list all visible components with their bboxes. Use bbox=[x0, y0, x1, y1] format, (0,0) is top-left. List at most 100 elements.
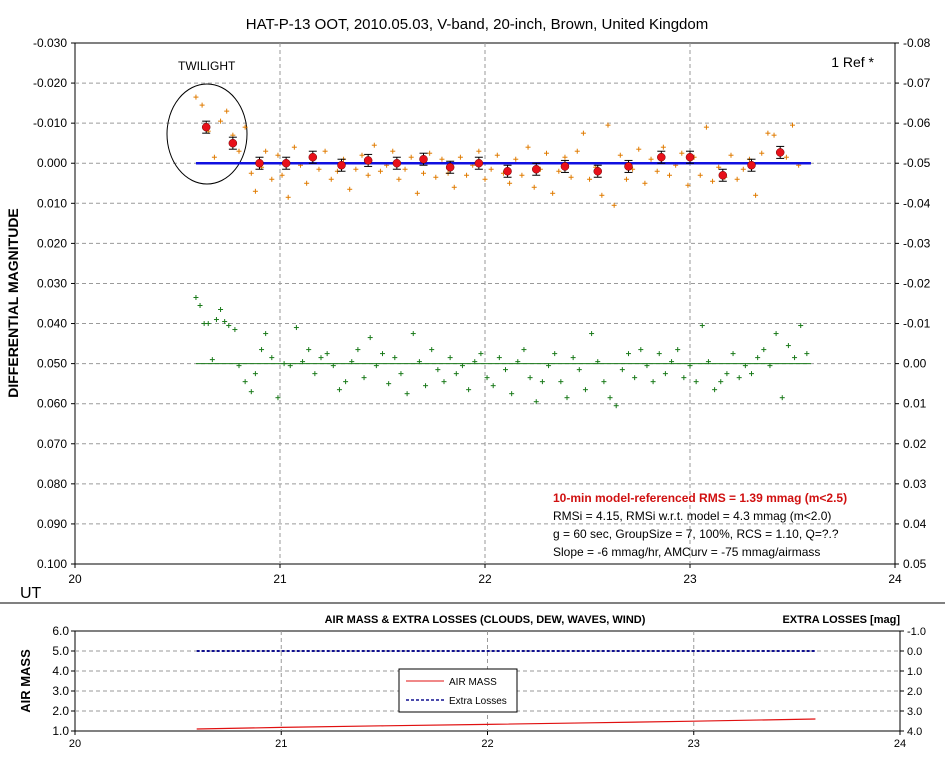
group-average-point bbox=[593, 164, 602, 178]
target-point bbox=[531, 184, 537, 190]
check-star-point bbox=[330, 363, 336, 369]
target-point bbox=[710, 178, 716, 184]
check-star-point bbox=[509, 391, 515, 397]
top-y2-tick-label: 0.00 bbox=[903, 357, 927, 371]
check-star-point bbox=[484, 375, 490, 381]
check-star-point bbox=[705, 359, 711, 365]
legend-box bbox=[398, 668, 518, 713]
group-average-point bbox=[775, 145, 785, 159]
bottom-y2-tick-label: 4.0 bbox=[907, 726, 922, 738]
target-point bbox=[519, 172, 525, 178]
check-star-point bbox=[205, 321, 211, 327]
check-star-point bbox=[232, 327, 238, 333]
top-y2-tick-label: 0.05 bbox=[903, 557, 927, 571]
top-y-tick-labels: -0.030 -0.020 -0.010 0.000 0.010 0.020 0.030 0.… bbox=[33, 36, 67, 571]
bottom-y2-tick-label: 2.0 bbox=[907, 686, 922, 698]
check-star-point bbox=[570, 355, 576, 361]
bottom-y2-tick-label: 0.0 bbox=[907, 646, 922, 658]
check-star-point bbox=[410, 331, 416, 337]
check-star-point bbox=[209, 357, 215, 363]
target-point bbox=[304, 180, 310, 186]
target-point bbox=[488, 166, 494, 172]
airmass-axis-label: AIR MASS bbox=[18, 649, 33, 713]
target-point bbox=[765, 130, 771, 136]
top-y2-tick-label: 0.04 bbox=[903, 517, 927, 531]
target-point bbox=[685, 182, 691, 188]
check-star-point bbox=[447, 355, 453, 361]
bottom-y2-tick-label: -1.0 bbox=[907, 626, 926, 638]
target-point bbox=[390, 148, 396, 154]
target-point bbox=[611, 202, 617, 208]
top-y2-tick-label: -0.06 bbox=[903, 116, 931, 130]
top-y2-tick-label: -0.05 bbox=[903, 156, 931, 170]
bottom-x-tick-label: 21 bbox=[275, 738, 287, 750]
check-star-point bbox=[459, 363, 465, 369]
group-average-point bbox=[624, 159, 633, 173]
check-star-point bbox=[318, 355, 324, 361]
check-star-point bbox=[193, 294, 199, 300]
group-average-point bbox=[532, 162, 541, 176]
target-point bbox=[753, 192, 759, 198]
target-point bbox=[414, 190, 420, 196]
check-star-point bbox=[681, 375, 687, 381]
target-point bbox=[199, 102, 205, 108]
target-point bbox=[439, 156, 445, 162]
check-star-point bbox=[582, 387, 588, 393]
top-x-tick-label: 23 bbox=[683, 572, 697, 586]
target-point bbox=[562, 154, 568, 160]
check-star-point bbox=[644, 363, 650, 369]
top-y2-tick-label: 0.02 bbox=[903, 437, 927, 451]
target-point bbox=[433, 174, 439, 180]
group-average-point bbox=[747, 158, 756, 172]
group-average-point bbox=[337, 158, 346, 172]
check-star-point bbox=[533, 399, 539, 405]
group-average-point bbox=[392, 156, 402, 170]
check-star-point bbox=[404, 391, 410, 397]
check-star-point bbox=[490, 383, 496, 389]
target-point bbox=[248, 170, 254, 176]
bottom-y-tick-label: 1.0 bbox=[52, 724, 69, 738]
target-point bbox=[660, 144, 666, 150]
target-point bbox=[605, 122, 611, 128]
check-star-point bbox=[718, 379, 724, 385]
group-average-point bbox=[228, 136, 238, 150]
target-point bbox=[252, 188, 258, 194]
check-star-point bbox=[281, 361, 287, 367]
top-y-tick-label: -0.010 bbox=[33, 116, 67, 130]
group-average-point bbox=[308, 150, 318, 164]
check-star-point bbox=[441, 379, 447, 385]
check-star-point bbox=[429, 347, 435, 353]
target-point bbox=[734, 176, 740, 182]
y-axis-label: DIFFERENTIAL MAGNITUDE bbox=[5, 208, 21, 398]
check-star-point bbox=[367, 335, 373, 341]
target-point bbox=[771, 132, 777, 138]
target-point bbox=[507, 180, 513, 186]
bottom-series bbox=[196, 650, 816, 730]
target-point bbox=[654, 168, 660, 174]
check-star-point bbox=[213, 317, 219, 323]
target-point bbox=[421, 170, 426, 176]
target-point bbox=[667, 172, 672, 178]
top-y2-tick-label: -0.02 bbox=[903, 276, 931, 290]
group-average-point bbox=[281, 156, 291, 170]
top-y-tick-label: -0.020 bbox=[33, 76, 67, 90]
check-star-point bbox=[779, 395, 785, 401]
check-star-point bbox=[773, 331, 779, 337]
target-point bbox=[236, 148, 242, 154]
group-average-point bbox=[657, 150, 666, 164]
check-star-point bbox=[687, 363, 693, 369]
target-point bbox=[783, 154, 789, 160]
check-star-point bbox=[792, 355, 798, 361]
top-gridlines bbox=[71, 42, 899, 568]
target-point bbox=[347, 186, 353, 192]
group-average-point bbox=[560, 159, 570, 173]
stats-line-2: RMSi = 4.15, RMSi w.r.t. model = 4.3 mma… bbox=[553, 509, 831, 523]
check-star-point bbox=[226, 323, 232, 329]
target-point bbox=[242, 124, 248, 130]
check-star-point bbox=[785, 343, 791, 349]
check-star-point bbox=[466, 387, 472, 393]
check-star-point bbox=[197, 303, 203, 309]
top-y-tick-label: 0.100 bbox=[37, 557, 67, 571]
check-star-point bbox=[650, 379, 656, 385]
top-y2-tick-label: 0.01 bbox=[903, 397, 927, 411]
